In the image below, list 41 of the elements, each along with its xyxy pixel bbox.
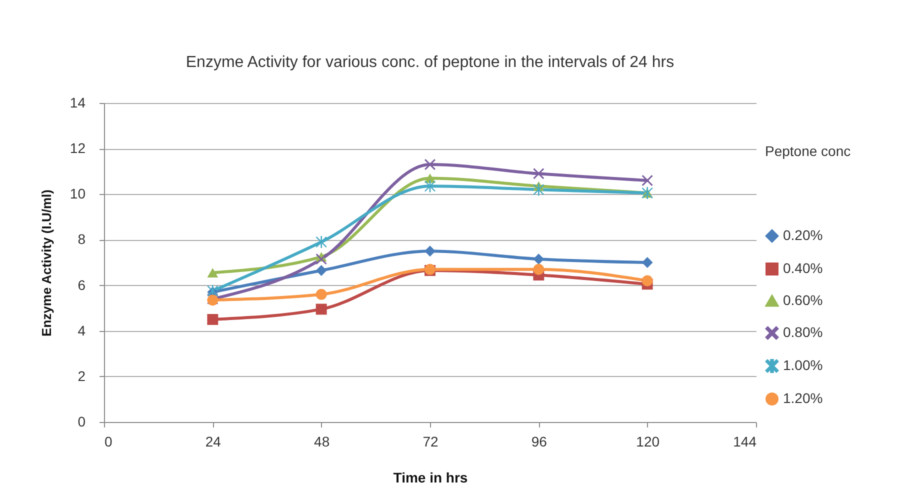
chart-title: Enzyme Activity for various conc. of peptone in the intervals of 24 hrs [186,54,674,71]
point [207,268,218,278]
y-tick-label: 8 [78,231,86,248]
y-tick-label: 14 [70,94,86,110]
point [533,264,544,275]
point [316,265,327,276]
point [642,257,653,268]
y-tick-label: 12 [70,140,86,156]
legend-label: 1.00% [783,357,823,373]
legend-label: 0.20% [783,227,823,243]
point [533,254,544,265]
point [316,236,327,248]
y-tick-label: 10 [70,186,86,202]
x-tick-label: 48 [314,434,330,450]
x-axis-title: Time in hrs [393,470,468,486]
x-tick-label: 144 [733,434,757,450]
legend-title: Peptone conc [765,143,851,159]
point [642,174,653,186]
x-tick-label: 120 [636,434,660,450]
y-tick-label: 4 [78,322,86,338]
point [533,168,544,180]
legend-label: 0.60% [783,292,823,308]
y-tick-label: 2 [78,368,86,384]
point [316,254,327,265]
legend-label: 0.40% [783,260,823,276]
point [207,314,218,325]
x-tick-label: 24 [205,434,222,450]
point [316,288,327,300]
point [533,184,544,196]
point [642,275,653,286]
x-tick-label: 96 [531,434,548,450]
point [316,304,327,315]
x-tick-label: 72 [422,434,438,450]
y-axis-title: Enzyme Activity (I.U/ml) [38,190,54,336]
x-tick-label: 0 [104,434,112,450]
legend-label: 0.80% [783,324,823,340]
point [424,246,436,257]
y-tick-label: 6 [78,276,86,293]
point [424,159,436,170]
legend-label: 1.20% [783,390,823,406]
y-tick-label: 0 [78,414,86,430]
